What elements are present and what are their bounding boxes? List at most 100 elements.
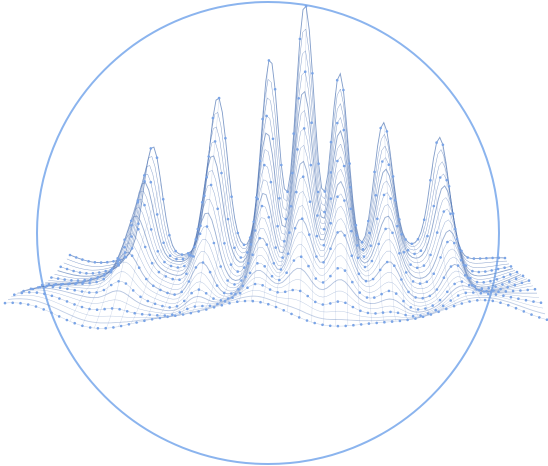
wave-dot	[357, 272, 361, 276]
wave-dot	[293, 227, 297, 230]
wave-dot	[123, 255, 127, 259]
contour-strand	[106, 147, 152, 329]
wave-dot	[231, 296, 234, 300]
wave-dot	[379, 126, 383, 130]
wave-dot	[356, 244, 359, 247]
wave-dot	[438, 176, 442, 179]
wave-dot	[243, 299, 247, 303]
contour-strand	[364, 237, 373, 324]
wave-dot	[163, 260, 166, 264]
wave-dot	[398, 252, 401, 255]
wave-dot	[385, 260, 389, 264]
wave-dot	[155, 156, 159, 159]
wave-dot	[31, 287, 35, 291]
wave-dot	[124, 282, 128, 285]
wave-dot	[464, 264, 468, 267]
wave-dot	[130, 224, 133, 227]
wave-dot	[445, 307, 448, 311]
wave-dot	[321, 281, 325, 284]
wave-dot	[239, 256, 243, 259]
wave-dot	[414, 317, 417, 320]
contour-strand	[214, 235, 239, 308]
wave-dot	[303, 70, 307, 73]
wave-dot	[270, 274, 274, 278]
wave-dot	[508, 280, 511, 283]
wave-dot	[50, 311, 53, 315]
contour-strand	[238, 181, 259, 302]
wave-dot	[329, 171, 333, 174]
wave-dot	[213, 140, 217, 143]
wave-dot	[489, 290, 493, 294]
wave-dot	[244, 275, 247, 279]
wave-dot	[354, 223, 358, 227]
wave-dot	[406, 248, 410, 252]
wave-dot	[263, 163, 266, 167]
wave-dot	[442, 210, 446, 213]
wave-dot	[494, 285, 497, 288]
wave-dot	[359, 309, 362, 313]
wave-dot	[374, 194, 378, 197]
wave-dot	[137, 227, 140, 231]
wave-dot	[139, 295, 142, 299]
wave-dot	[116, 262, 120, 266]
wave-dot	[58, 297, 61, 300]
wave-dot	[391, 231, 394, 235]
wave-dot	[466, 276, 470, 280]
wave-dot	[449, 299, 453, 302]
wave-dot	[109, 283, 113, 287]
wave-dot	[256, 197, 259, 201]
wave-dot	[396, 311, 400, 315]
wave-dot	[342, 88, 345, 92]
wave-dot	[219, 265, 222, 268]
wave-dot	[351, 305, 355, 309]
wave-dot	[477, 270, 481, 274]
wave-dot	[449, 212, 452, 216]
wave-dot	[407, 290, 410, 294]
wave-dot	[374, 312, 377, 315]
wave-dot	[404, 238, 407, 241]
wave-dot	[236, 300, 239, 304]
wave-dot	[422, 218, 426, 221]
wave-dot	[65, 300, 69, 303]
wave-dot	[307, 264, 310, 268]
wave-dot	[205, 308, 208, 311]
wave-dot	[91, 272, 95, 275]
wave-dot	[322, 261, 325, 264]
wave-dot	[437, 310, 440, 314]
wave-dot	[286, 190, 289, 194]
wave-dot	[352, 323, 355, 327]
wave-dot	[348, 186, 352, 189]
wave-dot	[382, 193, 386, 197]
wave-dot	[387, 163, 391, 166]
wave-dot	[308, 233, 311, 236]
wave-dot	[269, 180, 273, 184]
wave-dot	[471, 284, 474, 287]
wave-dot	[280, 163, 283, 167]
wave-dot	[198, 232, 202, 236]
wave-dot	[479, 291, 483, 295]
wave-dot	[271, 137, 275, 141]
wave-dot	[110, 307, 114, 310]
wave-dot	[248, 271, 252, 275]
wave-dot	[241, 284, 245, 288]
wave-dot	[378, 268, 382, 272]
wave-dot	[390, 320, 394, 323]
wave-dot	[429, 253, 432, 257]
wave-dot	[282, 309, 286, 312]
wave-dot	[102, 288, 106, 292]
wave-dot	[460, 302, 464, 305]
wave-dot	[103, 307, 106, 311]
contour-strand	[374, 174, 385, 323]
wave-dot	[88, 307, 91, 311]
wave-dot	[447, 185, 451, 188]
wave-dot	[152, 284, 155, 288]
wave-dot	[304, 5, 308, 8]
wave-line	[17, 277, 540, 315]
wave-dot	[394, 292, 398, 295]
wave-dot	[411, 314, 415, 318]
wave-dot	[274, 305, 278, 309]
wave-dot	[258, 159, 262, 163]
contour-strand	[263, 116, 278, 303]
wave-dot	[393, 199, 397, 202]
